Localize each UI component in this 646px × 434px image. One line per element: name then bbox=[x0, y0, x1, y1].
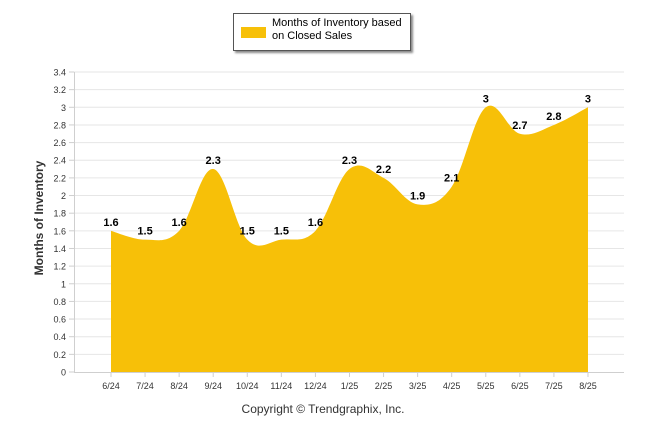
y-tick-label: 3.4 bbox=[53, 68, 66, 78]
data-label: 3 bbox=[483, 93, 489, 105]
data-label: 2.3 bbox=[342, 155, 357, 167]
x-tick-label: 3/25 bbox=[409, 381, 427, 391]
legend-swatch bbox=[241, 27, 266, 38]
y-tick-label: 1.4 bbox=[53, 244, 66, 254]
data-label: 1.6 bbox=[308, 217, 323, 229]
x-tick-label: 7/24 bbox=[136, 381, 154, 391]
x-tick-label: 8/24 bbox=[170, 381, 188, 391]
data-label: 2.2 bbox=[376, 164, 391, 176]
data-label: 1.5 bbox=[274, 226, 289, 238]
x-tick-label: 8/25 bbox=[579, 381, 597, 391]
copyright-footer: Copyright © Trendgraphix, Inc. bbox=[241, 402, 405, 416]
y-tick-label: 1.2 bbox=[53, 262, 66, 272]
x-tick-label: 2/25 bbox=[375, 381, 393, 391]
x-tick-label: 1/25 bbox=[341, 381, 359, 391]
data-label: 1.5 bbox=[137, 226, 152, 238]
x-tick-label: 12/24 bbox=[304, 381, 327, 391]
legend: Months of Inventory based on Closed Sale… bbox=[233, 13, 411, 51]
y-tick-label: 3.2 bbox=[53, 85, 66, 95]
y-tick-label: 2.4 bbox=[53, 156, 66, 166]
x-tick-label: 6/24 bbox=[102, 381, 120, 391]
data-label: 1.6 bbox=[171, 217, 186, 229]
y-tick-label: 1.8 bbox=[53, 209, 66, 219]
x-tick-label: 6/25 bbox=[511, 381, 529, 391]
data-label: 3 bbox=[585, 93, 591, 105]
x-tick-labels: 6/24 7/24 8/24 9/24 10/24 11/24 12/24 1/25 2/25 3… bbox=[102, 381, 597, 391]
y-tick-label: 2.8 bbox=[53, 120, 66, 130]
y-tick-label: 1 bbox=[61, 279, 66, 289]
data-label: 2.3 bbox=[206, 155, 221, 167]
x-tick-label: 11/24 bbox=[270, 381, 292, 391]
y-tick-label: 2.2 bbox=[53, 173, 66, 183]
y-tick-label: 0.4 bbox=[53, 332, 66, 342]
y-tick-labels: 0 0.2 0.4 0.6 0.8 1 1.2 1.4 1.6 1.8 2 2.2 2.4 2.6 2.8 3… bbox=[53, 68, 66, 378]
x-tick-label: 4/25 bbox=[443, 381, 461, 391]
x-tick-label: 10/24 bbox=[236, 381, 259, 391]
data-label: 1.5 bbox=[240, 226, 255, 238]
data-label: 2.8 bbox=[546, 111, 561, 123]
axes bbox=[69, 71, 624, 377]
area-series bbox=[111, 105, 588, 373]
legend-label: Months of Inventory based on Closed Sale… bbox=[272, 17, 402, 42]
x-tick-label: 5/25 bbox=[477, 381, 495, 391]
data-label: 2.1 bbox=[444, 173, 459, 185]
y-tick-label: 0.6 bbox=[53, 315, 66, 325]
x-tick-label: 9/24 bbox=[204, 381, 222, 391]
y-tick-label: 3 bbox=[61, 103, 66, 113]
data-label: 2.7 bbox=[512, 120, 527, 132]
data-labels: 1.6 1.5 1.6 2.3 1.5 1.5 1.6 2.3 2.2 1.9 2.1 3 2.7 2.8… bbox=[103, 93, 591, 237]
data-label: 1.9 bbox=[410, 190, 425, 202]
area-series-fill bbox=[111, 105, 588, 373]
y-tick-label: 0.8 bbox=[53, 297, 66, 307]
y-tick-label: 0.2 bbox=[53, 350, 66, 360]
y-tick-label: 1.6 bbox=[53, 226, 66, 236]
x-tick-label: 7/25 bbox=[545, 381, 563, 391]
data-label: 1.6 bbox=[103, 217, 118, 229]
y-axis-title: Months of Inventory bbox=[32, 160, 46, 275]
y-tick-label: 2.6 bbox=[53, 138, 66, 148]
y-tick-label: 2 bbox=[61, 191, 66, 201]
y-tick-label: 0 bbox=[61, 368, 66, 378]
